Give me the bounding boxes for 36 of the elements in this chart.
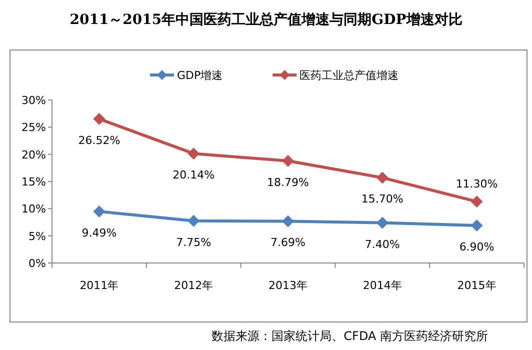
point [376, 216, 388, 229]
data-label: 20.14% [172, 168, 215, 182]
y-tick-label: 10% [22, 202, 46, 216]
point [188, 148, 200, 160]
y-tick-label: 25% [22, 121, 46, 134]
y-tick-label: 5% [28, 230, 46, 243]
point [93, 112, 106, 125]
data-label: 7.40% [364, 238, 400, 251]
point [282, 215, 294, 228]
data-label: 6.90% [459, 240, 494, 254]
point [470, 220, 483, 232]
x-tick-label: 2015年 [457, 279, 496, 292]
data-label: 7.75% [176, 236, 212, 249]
chart-title: 2011～2015年中国医药工业总产值增速与同期GDP增速对比 [70, 11, 462, 28]
y-tick-label: 30% [22, 94, 46, 107]
point [470, 196, 483, 208]
point [376, 172, 388, 184]
data-label: 18.79% [267, 176, 309, 189]
legend-label: GDP增速 [177, 69, 223, 82]
data-label: 11.30% [456, 178, 498, 191]
legend-label: 医药工业总产值增速 [300, 69, 399, 82]
y-tick-label: 15% [22, 176, 46, 188]
data-label: 9.49% [82, 226, 117, 240]
point [93, 205, 106, 218]
x-tick-label: 2013年 [268, 279, 308, 292]
data-label: 15.70% [361, 192, 404, 206]
x-tick-label: 2014年 [362, 279, 402, 292]
x-tick-label: 2011年 [80, 279, 119, 292]
y-tick-label: 20% [22, 148, 46, 162]
data-label: 26.52% [78, 134, 120, 147]
x-tick-label: 2012年 [174, 279, 214, 292]
point [188, 214, 200, 227]
source-note: 数据来源：国家统计局、CFDA 南方医药经济研究所 [212, 329, 488, 343]
point [282, 154, 294, 167]
data-label: 7.69% [270, 236, 306, 250]
y-tick-label: 0% [28, 257, 46, 270]
